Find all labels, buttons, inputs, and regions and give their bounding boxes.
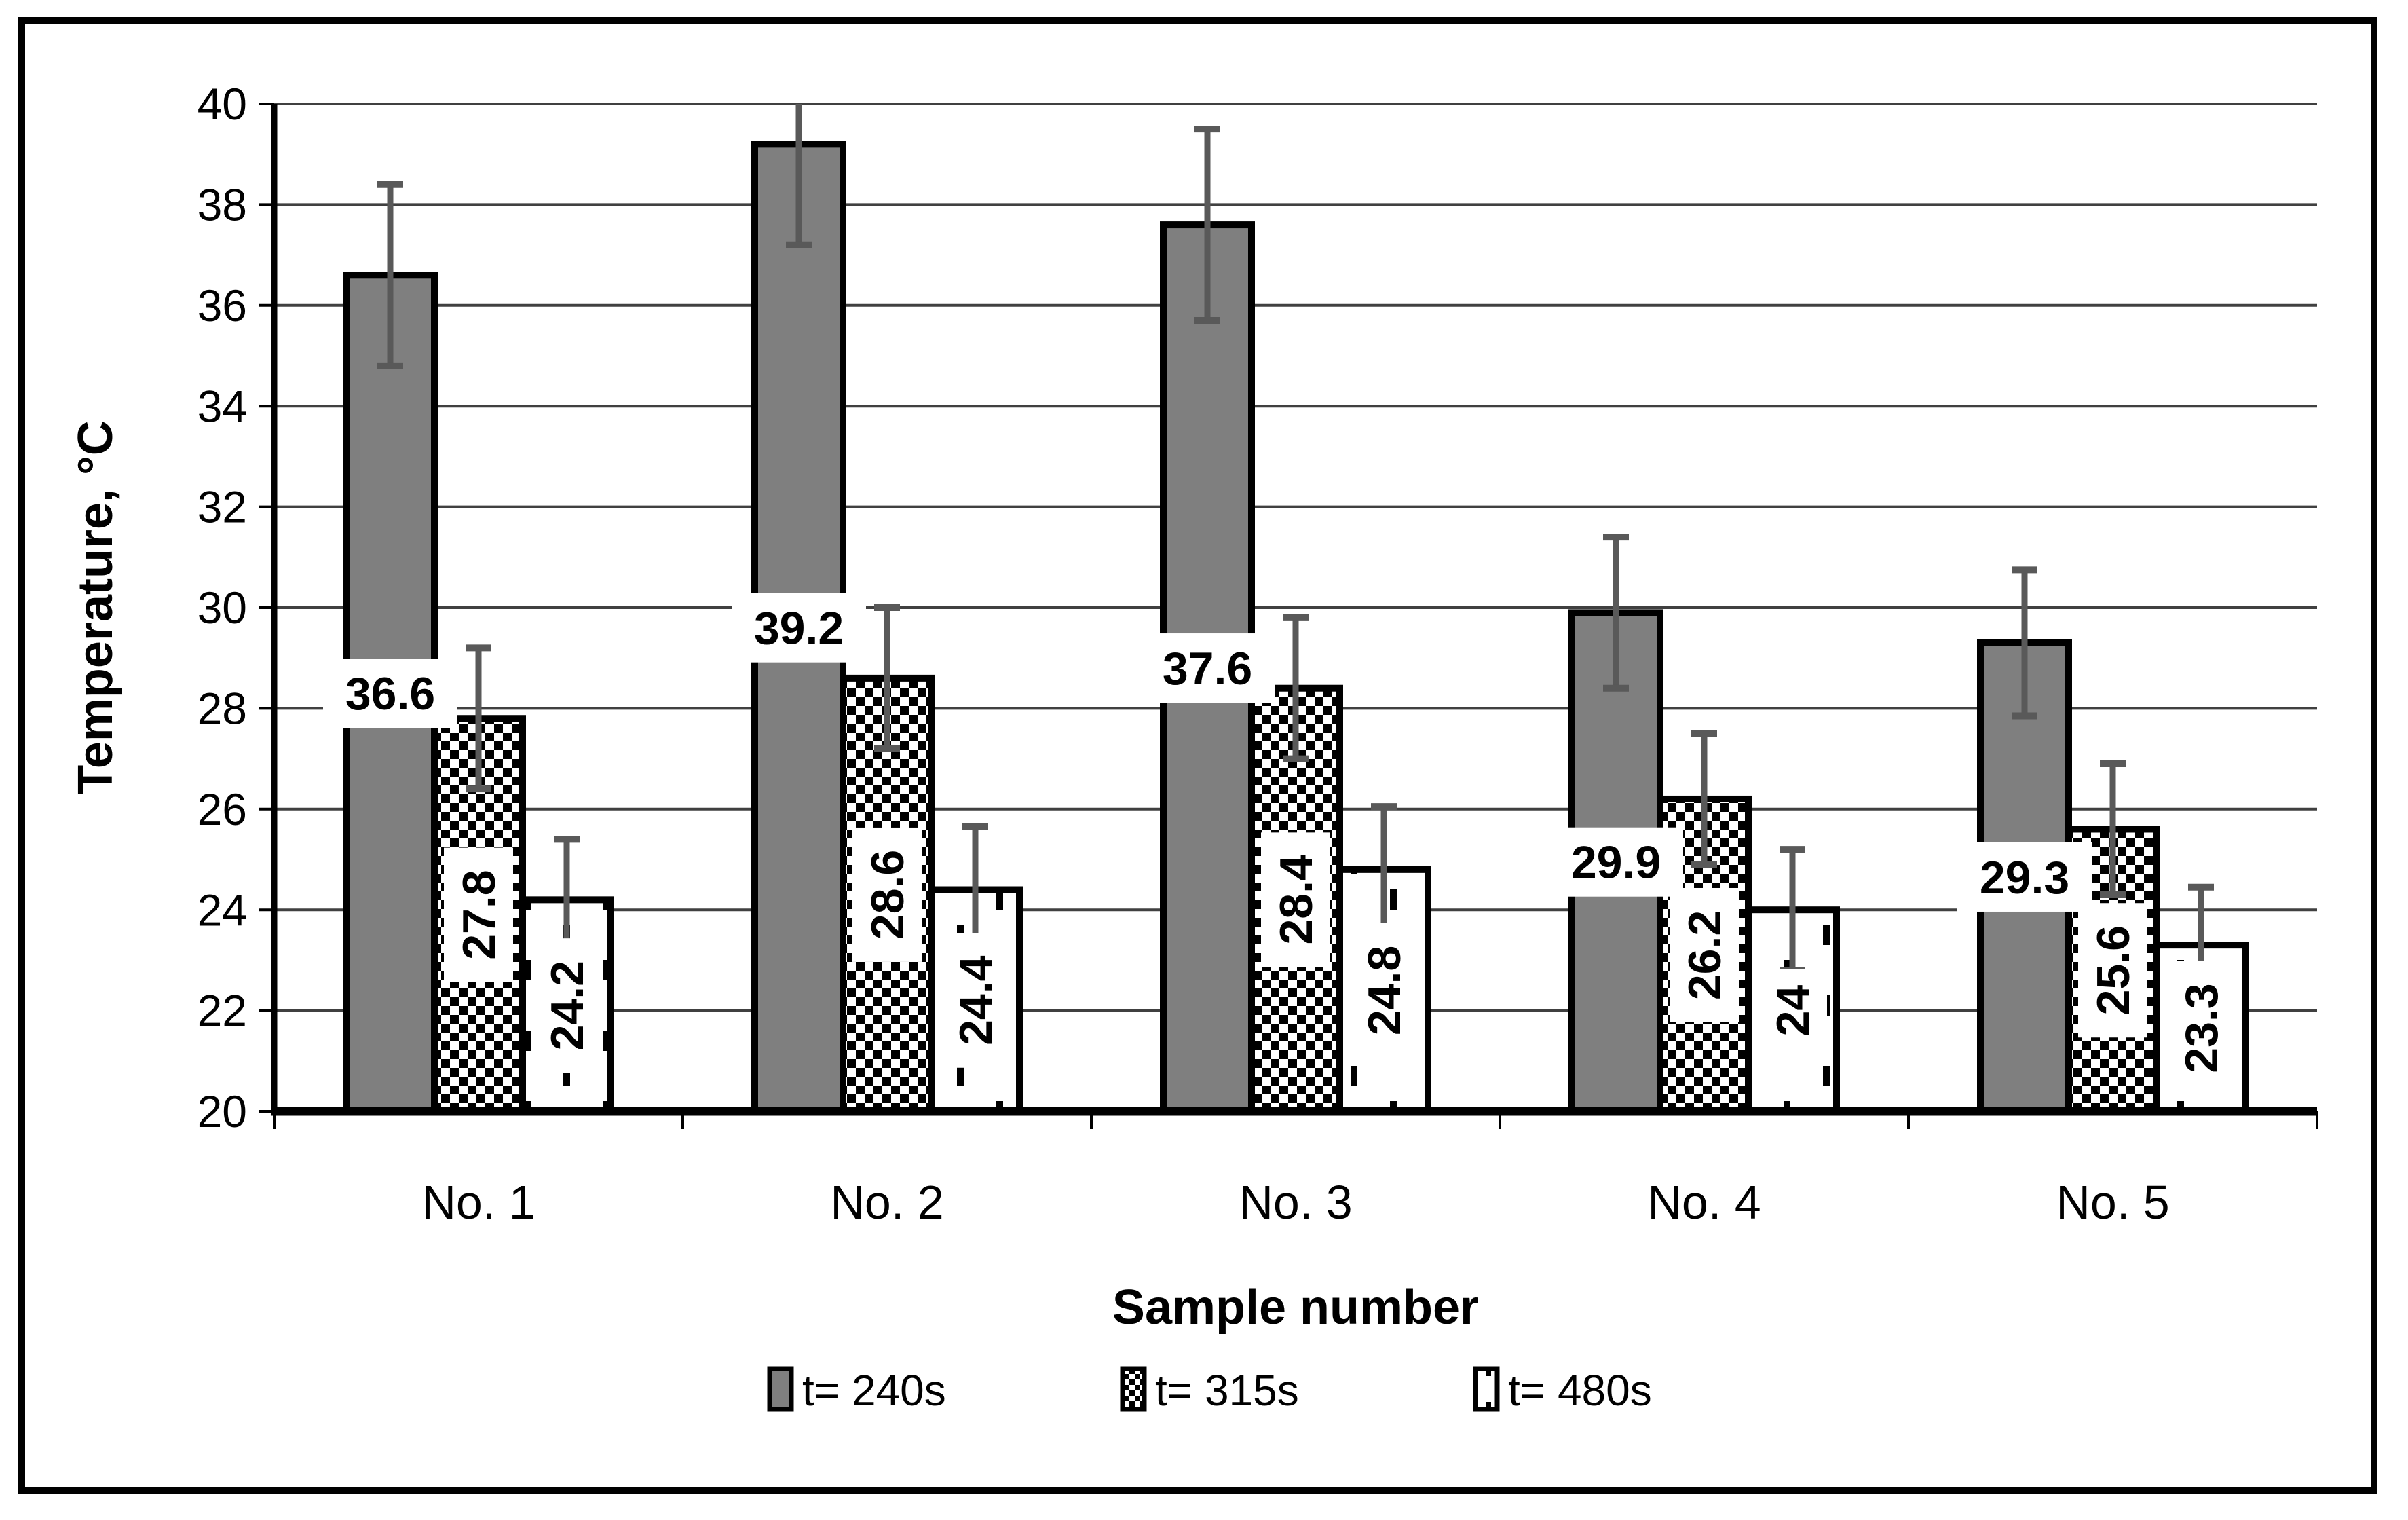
x-category-label: No. 4 <box>1647 1176 1761 1229</box>
error-bar <box>1603 534 1629 692</box>
data-label: 27.8 <box>453 870 505 959</box>
x-category-labels: No. 1 No. 2 No. 3 No. 4 No. 5 <box>421 1176 2169 1229</box>
data-label-box <box>732 593 866 663</box>
data-label-box <box>1670 887 1739 1022</box>
y-tick-label: 26 <box>197 784 247 834</box>
data-label: 29.3 <box>1980 852 2069 904</box>
data-label: 29.9 <box>1571 837 1661 889</box>
data-label: 28.4 <box>1271 855 1322 945</box>
y-tick-label: 40 <box>197 79 247 129</box>
error-bar <box>786 104 812 248</box>
data-label-box <box>1140 633 1275 703</box>
y-tick-label: 22 <box>197 986 247 1036</box>
data-label: 37.6 <box>1163 643 1252 694</box>
error-bar <box>377 181 403 369</box>
error-bar <box>466 644 491 793</box>
y-axis-title: Temperature, °C <box>69 420 123 795</box>
data-label-box <box>1349 923 1418 1058</box>
data-label-box <box>1261 832 1330 967</box>
data-label-box <box>941 933 1010 1068</box>
data-label: 24.2 <box>542 961 593 1050</box>
y-tick-label: 28 <box>197 684 247 734</box>
data-label-box <box>1549 827 1683 897</box>
legend: t= 240s t= 315s t= 480s <box>767 1366 1652 1415</box>
legend-item-t480s: t= 480s <box>1473 1366 1652 1415</box>
x-category-label: No. 5 <box>2056 1176 2169 1229</box>
y-tick-label: 20 <box>197 1086 247 1136</box>
x-category-label: No. 1 <box>421 1176 535 1229</box>
legend-item-t315s: t= 315s <box>1120 1366 1299 1415</box>
data-label: 24.4 <box>950 955 1002 1045</box>
y-tick-label: 34 <box>197 381 247 431</box>
x-category-label: No. 2 <box>830 1176 943 1229</box>
data-label-box <box>1758 969 1827 1052</box>
gridlines <box>274 103 2317 1012</box>
legend-item-t240s: t= 240s <box>767 1366 946 1415</box>
data-label: 28.6 <box>862 850 914 940</box>
data-label: 36.6 <box>345 668 435 720</box>
y-tick-label: 24 <box>197 885 247 935</box>
x-category-label: No. 3 <box>1239 1176 1352 1229</box>
y-tick-labels: 20 22 24 26 28 30 32 34 36 38 40 <box>197 79 247 1136</box>
data-label: 26.2 <box>1679 910 1731 1000</box>
legend-label: t= 315s <box>1155 1366 1299 1415</box>
legend-swatch-dashed-vertical <box>1473 1366 1500 1412</box>
y-tick-label: 36 <box>197 280 247 331</box>
axes <box>259 103 2318 1129</box>
data-label: 24.8 <box>1359 946 1410 1035</box>
error-bar <box>1691 730 1717 868</box>
data-label-box <box>1957 842 2092 912</box>
data-label-box <box>2078 903 2147 1038</box>
y-tick-label: 30 <box>197 582 247 633</box>
x-axis-title: Sample number <box>1112 1280 1479 1335</box>
y-tick-label: 38 <box>197 180 247 230</box>
data-label-box <box>323 659 457 728</box>
data-labels: 36.6 39.2 37.6 29.9 29.3 27.8 28.6 28.4 26.2 25.6… <box>323 593 2236 1096</box>
axis-titles: Sample number Temperature, °C <box>69 420 1479 1335</box>
data-label-box <box>444 847 513 982</box>
error-bar <box>1283 614 1309 762</box>
error-bar <box>2012 566 2037 720</box>
legend-label: t= 480s <box>1508 1366 1652 1415</box>
error-bar <box>874 604 900 752</box>
legend-swatch-solid-gray <box>767 1366 794 1412</box>
data-label-box <box>852 827 922 962</box>
data-label: 24 <box>1767 985 1819 1037</box>
data-label-box <box>2166 961 2236 1096</box>
data-label: 23.3 <box>2176 983 2227 1073</box>
data-label-box <box>532 938 601 1073</box>
error-bar <box>2100 760 2126 898</box>
y-tick-label: 32 <box>197 482 247 532</box>
error-bar <box>1194 126 1220 325</box>
data-label: 25.6 <box>2088 925 2139 1015</box>
legend-label: t= 240s <box>802 1366 946 1415</box>
legend-swatch-checkerboard <box>1120 1366 1147 1412</box>
data-label: 39.2 <box>754 602 844 654</box>
